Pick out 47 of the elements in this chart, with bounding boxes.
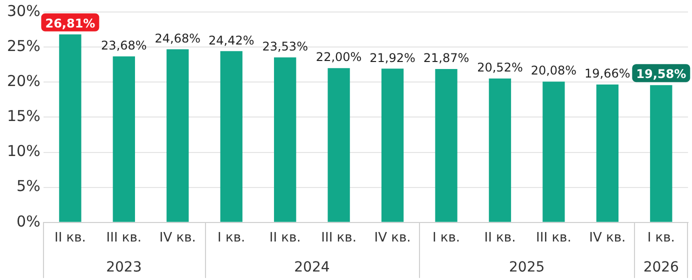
y-tick-label: 5% <box>16 177 40 196</box>
bar <box>596 84 618 222</box>
bar <box>220 51 242 222</box>
data-label: 19,58% <box>636 67 686 82</box>
data-label: 19,66% <box>584 66 630 81</box>
bar <box>650 85 672 222</box>
bar <box>435 69 458 222</box>
data-label: 20,08% <box>530 64 577 78</box>
data-label: 20,52% <box>477 60 523 75</box>
y-tick-label: 0% <box>16 212 40 230</box>
x-tick-label: I кв. <box>432 230 460 246</box>
bar <box>166 49 189 222</box>
x-tick-label: I кв. <box>647 230 675 246</box>
x-tick-label: II кв. <box>54 230 86 246</box>
y-tick-label: 20% <box>6 72 40 90</box>
x-tick-label: III кв. <box>321 230 356 246</box>
data-label: 23,53% <box>262 40 308 54</box>
x-tick-label: IV кв. <box>589 230 626 246</box>
y-tick-label: 25% <box>6 36 40 55</box>
x-tick-label: II кв. <box>269 230 301 246</box>
x-tick-label: III кв. <box>106 230 142 246</box>
bar <box>112 56 136 222</box>
x-tick-label: II кв. <box>484 230 516 246</box>
text: 2023 <box>106 260 142 276</box>
text: 2026 <box>643 260 680 276</box>
y-tick-label: 10% <box>6 142 40 160</box>
bar <box>381 68 404 222</box>
y-tick-label: 15% <box>6 107 40 126</box>
y-tick-label: 30% <box>6 2 40 20</box>
bar <box>59 34 82 222</box>
data-label: 23,68% <box>101 38 147 52</box>
x-tick-label: I кв. <box>218 230 246 246</box>
data-label: 26,81% <box>45 16 96 30</box>
text: 2025 <box>509 260 545 276</box>
data-label: 24,68% <box>154 31 201 46</box>
x-tick-label: III кв. <box>536 230 572 246</box>
bar <box>274 57 296 222</box>
text: 2024 <box>294 260 330 276</box>
bar <box>542 82 565 222</box>
x-tick-label: IV кв. <box>374 230 411 246</box>
x-tick-label: IV кв. <box>159 230 196 246</box>
data-label: 22,00% <box>316 50 362 64</box>
data-label: 21,87% <box>423 51 470 66</box>
bar <box>328 68 350 222</box>
bar <box>488 78 512 222</box>
data-label: 24,42% <box>208 33 254 48</box>
data-label: 21,92% <box>370 50 416 65</box>
